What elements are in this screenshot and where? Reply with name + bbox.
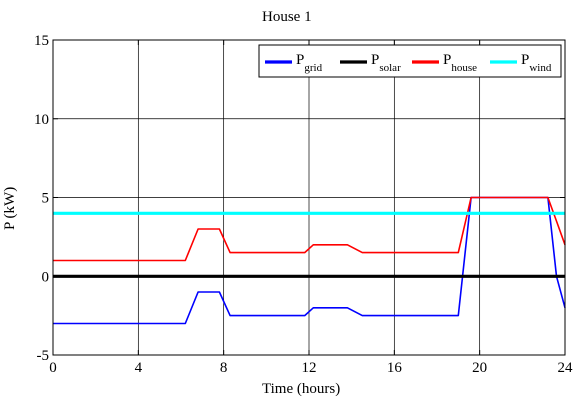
x-tick-label: 0	[49, 360, 57, 376]
x-tick-label: 12	[302, 360, 317, 376]
x-axis-label: Time (hours)	[262, 381, 341, 397]
series-line-house	[53, 196, 566, 262]
y-tick-label: 15	[34, 33, 49, 49]
x-tick-label: 8	[220, 360, 228, 376]
x-tick-label: 16	[387, 360, 403, 376]
y-tick-label: 10	[34, 112, 49, 128]
series-layer	[53, 196, 566, 325]
y-tick-label: 0	[42, 269, 50, 285]
y-axis-label: P (kW)	[2, 186, 18, 230]
y-tick-label: 5	[42, 191, 50, 207]
x-tick-label: 4	[135, 360, 143, 376]
y-tick-label: -5	[37, 348, 50, 364]
x-tick-label: 24	[558, 360, 574, 376]
x-tick-label: 20	[472, 360, 487, 376]
legend: Pgrid Psolar Phouse Pwind	[258, 44, 562, 78]
